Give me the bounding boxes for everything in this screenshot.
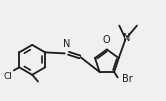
Text: N: N xyxy=(63,39,70,49)
Text: Cl: Cl xyxy=(4,72,13,81)
Text: O: O xyxy=(103,35,110,45)
Text: N: N xyxy=(123,33,130,43)
Text: Br: Br xyxy=(122,74,133,84)
